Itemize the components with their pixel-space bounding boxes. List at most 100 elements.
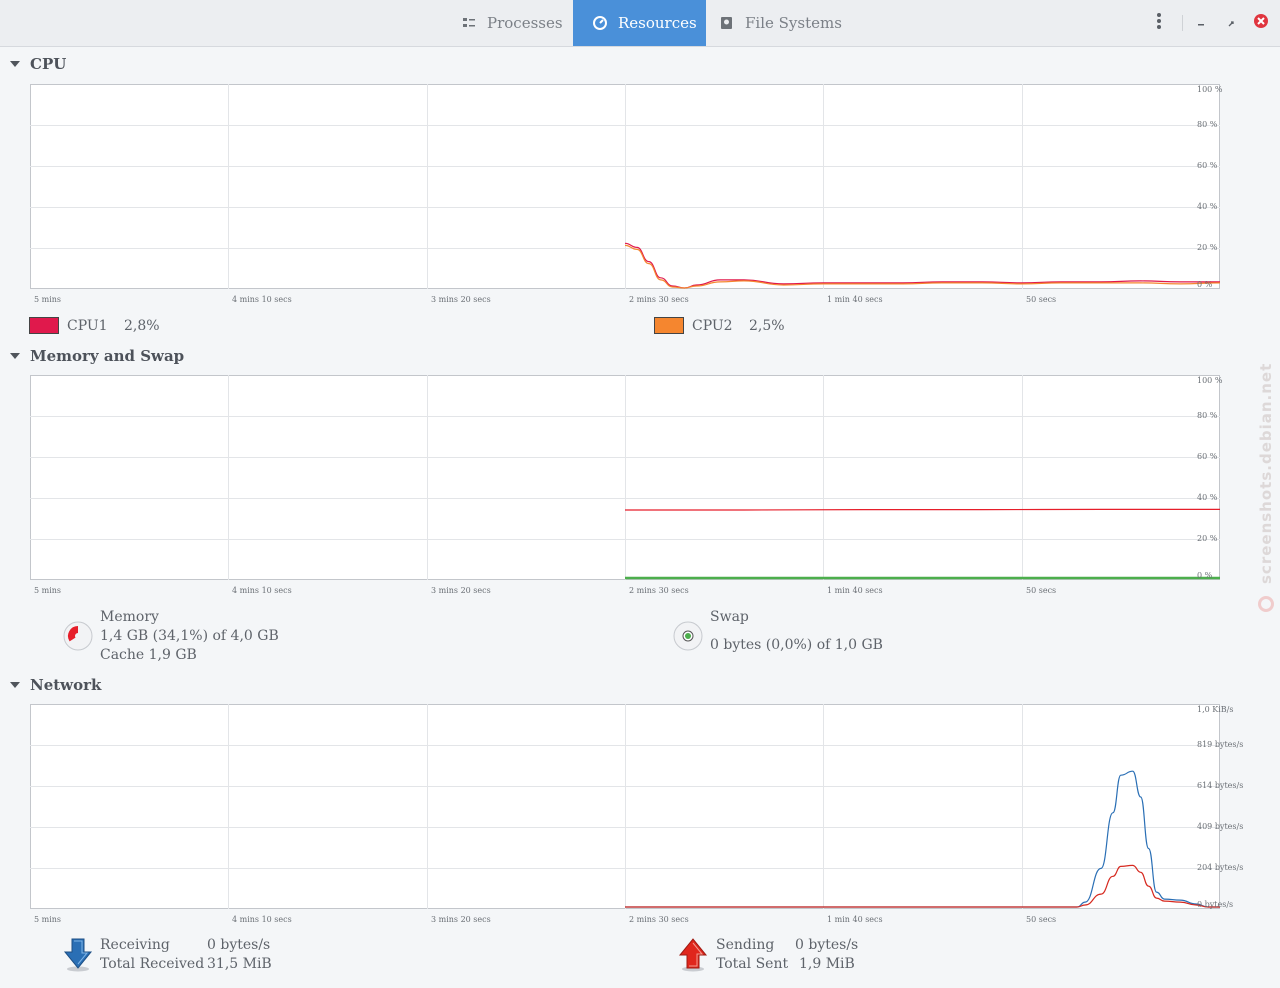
close-icon xyxy=(1253,13,1269,33)
cpu-graph xyxy=(30,84,1221,289)
memory-section-title: Memory and Swap xyxy=(30,347,185,365)
gauge-icon xyxy=(592,15,608,31)
network-x-tick-label: 5 mins xyxy=(34,915,62,924)
tab-processes-label: Processes xyxy=(487,14,563,32)
network-y-tick-label: 0 bytes/s xyxy=(1197,900,1234,909)
tab-resources[interactable]: Resources xyxy=(573,0,706,46)
tab-processes[interactable]: Processes xyxy=(444,0,572,46)
tab-file-systems[interactable]: File Systems xyxy=(706,0,846,46)
receiving-value: 0 bytes/s xyxy=(207,937,271,953)
cpu-y-tick-label: 60 % xyxy=(1197,161,1218,170)
tab-file-systems-label: File Systems xyxy=(745,14,842,32)
memory-y-tick-label: 100 % xyxy=(1197,376,1223,385)
cpu-section-title: CPU xyxy=(30,55,67,73)
watermark-logo-icon xyxy=(1258,596,1274,612)
network-y-tick-label: 614 bytes/s xyxy=(1197,781,1244,790)
cpu1-legend-label: CPU1 xyxy=(67,318,108,334)
total-sent-value: 1,9 MiB xyxy=(799,956,855,972)
disk-icon xyxy=(719,15,735,31)
cpu1-legend-value: 2,8% xyxy=(124,318,160,334)
memory-graph-svg xyxy=(30,375,1220,580)
memory-cache-value: Cache 1,9 GB xyxy=(100,647,197,663)
sending-arrow-icon[interactable] xyxy=(678,938,708,972)
network-y-tick-label: 409 bytes/s xyxy=(1197,822,1244,831)
memory-y-tick-label: 80 % xyxy=(1197,411,1218,420)
maximize-icon xyxy=(1226,14,1236,33)
minimize-button[interactable] xyxy=(1189,11,1213,35)
memory-label: Memory xyxy=(100,609,159,625)
network-y-tick-label: 1,0 KiB/s xyxy=(1197,705,1234,714)
memory-x-tick-label: 3 mins 20 secs xyxy=(431,586,491,595)
memory-section-header[interactable]: Memory and Swap xyxy=(10,346,184,366)
watermark: screenshots.debian.net xyxy=(1257,362,1280,620)
memory-y-tick-label: 40 % xyxy=(1197,493,1218,502)
cpu-x-tick-label: 5 mins xyxy=(34,295,62,304)
pie-center xyxy=(75,633,81,639)
cpu-x-tick-label: 2 mins 30 secs xyxy=(629,295,689,304)
network-section-title: Network xyxy=(30,676,102,694)
header-bar: Processes Resources File Systems xyxy=(0,0,1280,47)
cpu-y-tick-label: 100 % xyxy=(1197,85,1223,94)
network-x-tick-label: 50 secs xyxy=(1026,915,1057,924)
total-received-label: Total Received xyxy=(100,956,205,972)
memory-x-tick-label: 4 mins 10 secs xyxy=(232,586,292,595)
maximize-button[interactable] xyxy=(1219,11,1243,35)
cpu-x-tick-label: 1 min 40 secs xyxy=(827,295,883,304)
collapse-triangle-icon xyxy=(10,353,20,359)
swap-usage-value: 0 bytes (0,0%) of 1,0 GB xyxy=(710,637,883,653)
swap-pie-icon[interactable] xyxy=(673,621,703,651)
memory-pie-icon[interactable] xyxy=(63,621,93,651)
cpu-section-header[interactable]: CPU xyxy=(10,54,66,74)
memory-x-tick-label: 2 mins 30 secs xyxy=(629,586,689,595)
pie-center-dot xyxy=(685,633,691,639)
process-list-icon xyxy=(461,15,477,31)
cpu-x-tick-label: 4 mins 10 secs xyxy=(232,295,292,304)
memory-x-tick-label: 50 secs xyxy=(1026,586,1057,595)
tab-resources-label: Resources xyxy=(618,14,697,32)
cpu-x-tick-label: 3 mins 20 secs xyxy=(431,295,491,304)
network-y-tick-label: 204 bytes/s xyxy=(1197,863,1244,872)
cpu-x-tick-label: 50 secs xyxy=(1026,295,1057,304)
memory-x-tick-label: 1 min 40 secs xyxy=(827,586,883,595)
network-x-tick-label: 1 min 40 secs xyxy=(827,915,883,924)
sending-label: Sending xyxy=(716,937,775,953)
header-separator xyxy=(1182,15,1183,31)
watermark-text: screenshots.debian.net xyxy=(1257,362,1275,584)
cpu2-legend-value: 2,5% xyxy=(749,318,785,334)
cpu-y-tick-label: 20 % xyxy=(1197,243,1218,252)
cpu2-legend-label: CPU2 xyxy=(692,318,733,334)
menu-button[interactable] xyxy=(1147,11,1171,35)
memory-x-tick-label: 5 mins xyxy=(34,586,62,595)
total-sent-label: Total Sent xyxy=(716,956,789,972)
cpu-y-tick-label: 80 % xyxy=(1197,120,1218,129)
network-x-tick-label: 2 mins 30 secs xyxy=(629,915,689,924)
memory-y-tick-label: 60 % xyxy=(1197,452,1218,461)
cpu-y-tick-label: 0 % xyxy=(1197,280,1213,289)
network-section-header[interactable]: Network xyxy=(10,675,101,695)
network-graph xyxy=(30,704,1220,909)
collapse-triangle-icon xyxy=(10,682,20,688)
network-graph-svg xyxy=(30,704,1220,909)
memory-usage-value: 1,4 GB (34,1%) of 4,0 GB xyxy=(100,628,279,644)
minimize-icon xyxy=(1196,14,1206,33)
cpu-y-tick-label: 40 % xyxy=(1197,202,1218,211)
receiving-label: Receiving xyxy=(100,937,170,953)
cpu-series-cpu2-line xyxy=(624,244,1221,289)
network-y-tick-label: 819 bytes/s xyxy=(1197,740,1244,749)
total-received-value: 31,5 MiB xyxy=(207,956,272,972)
close-button[interactable] xyxy=(1249,11,1273,35)
collapse-triangle-icon xyxy=(10,61,20,67)
cpu2-color-swatch[interactable] xyxy=(654,317,684,334)
swap-label: Swap xyxy=(710,609,749,625)
receiving-arrow-icon[interactable] xyxy=(63,938,93,972)
memory-series-memory-line xyxy=(625,508,1220,511)
memory-y-tick-label: 20 % xyxy=(1197,534,1218,543)
kebab-menu-icon xyxy=(1156,12,1162,34)
cpu1-color-swatch[interactable] xyxy=(29,317,59,334)
cpu-series-cpu1-line xyxy=(624,242,1220,289)
network-x-tick-label: 4 mins 10 secs xyxy=(232,915,292,924)
network-x-tick-label: 3 mins 20 secs xyxy=(431,915,491,924)
network-series-sending-line xyxy=(625,864,1220,908)
memory-graph xyxy=(30,375,1220,580)
memory-y-tick-label: 0 % xyxy=(1197,571,1213,580)
